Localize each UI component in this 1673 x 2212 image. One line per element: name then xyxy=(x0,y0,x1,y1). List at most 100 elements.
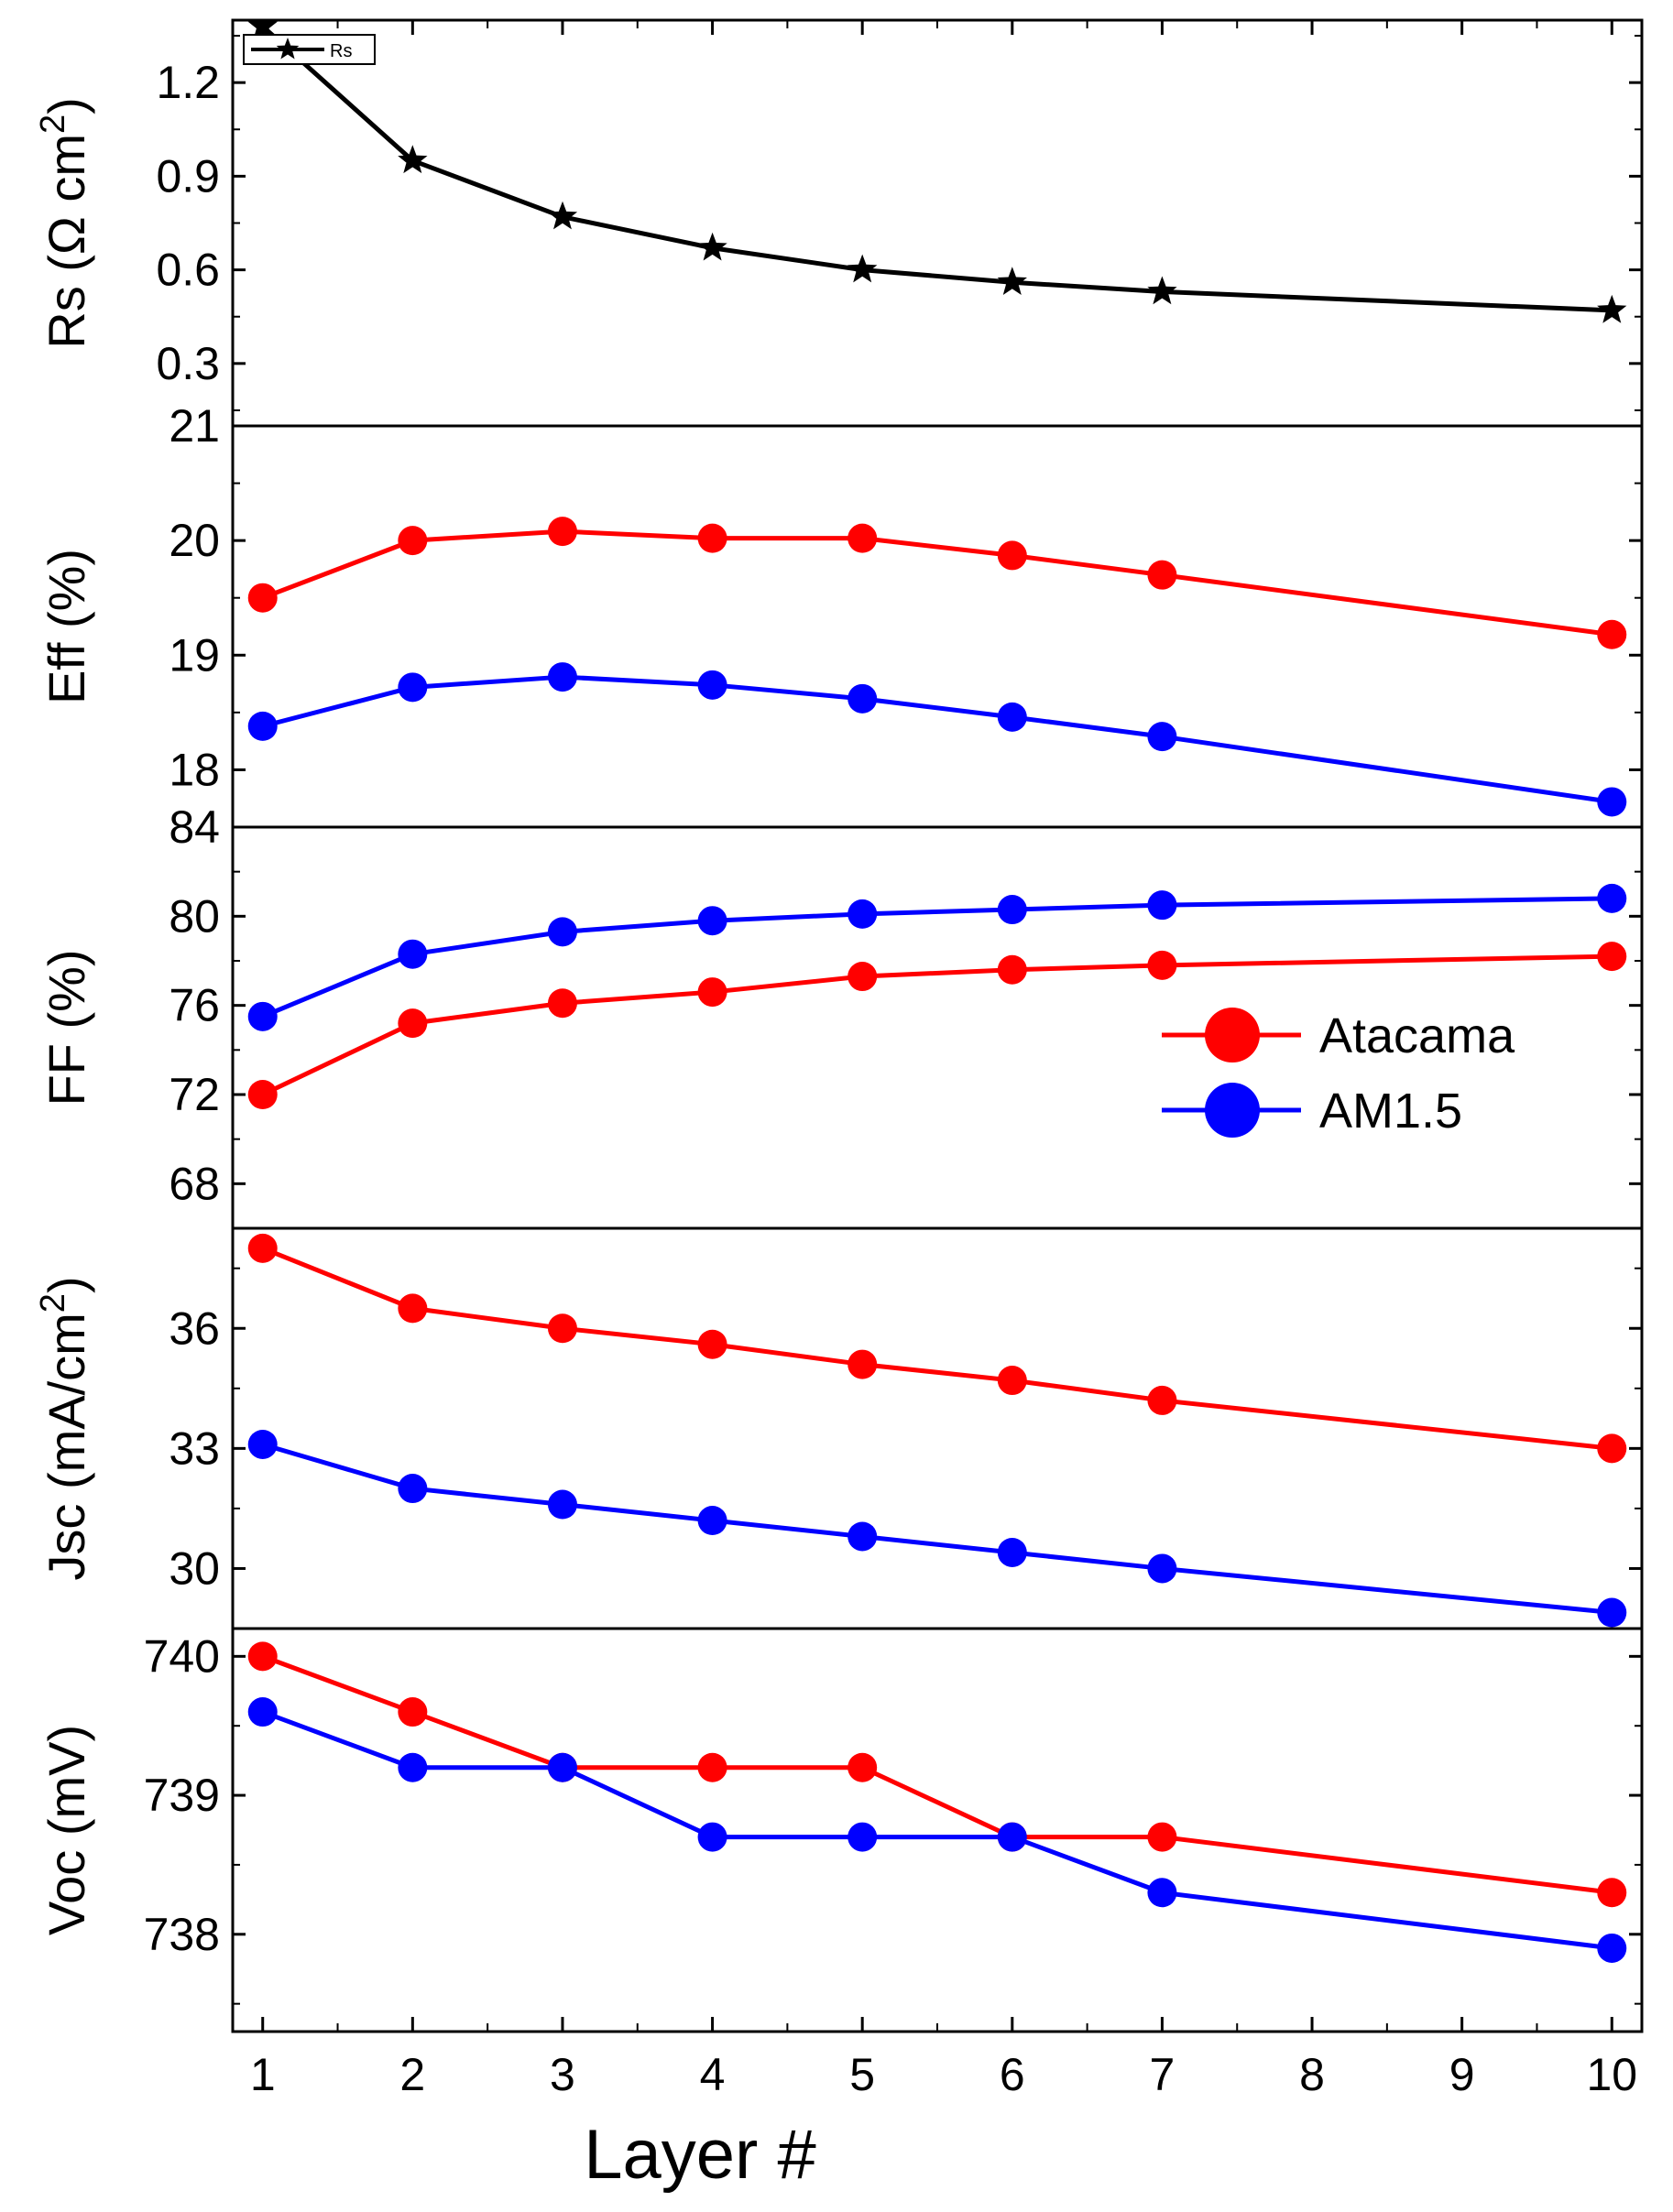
data-point-atacama xyxy=(1147,1822,1177,1852)
data-point-atacama xyxy=(697,977,727,1008)
y-tick-label: 80 xyxy=(169,890,220,942)
data-point-rs xyxy=(547,201,578,230)
rs-legend-star-marker xyxy=(276,38,300,60)
y-tick-label: 0.9 xyxy=(156,150,220,202)
series-group-rs xyxy=(247,20,1627,323)
series-group-voc xyxy=(247,1641,1627,1963)
data-point-atacama xyxy=(1147,1385,1177,1415)
panel-ff: 68 72 76 80 84 FF (%) Atacama AM1.5 xyxy=(38,801,1644,1230)
data-point-rs xyxy=(1147,276,1177,305)
data-point-am1-5 xyxy=(847,683,878,714)
data-point-am1-5 xyxy=(1597,787,1627,817)
data-point-am1-5 xyxy=(847,899,878,929)
y-tick-label: 739 xyxy=(144,1770,220,1821)
data-point-am1-5 xyxy=(847,1521,878,1552)
x-axis-title: Layer # xyxy=(584,2116,816,2194)
x-tick-label: 1 xyxy=(250,2049,276,2100)
legend-marker-am1-5 xyxy=(1205,1083,1260,1138)
data-point-atacama xyxy=(547,1313,577,1344)
data-point-am1-5 xyxy=(697,906,727,936)
y-axis-label-superscript: 2 xyxy=(34,114,72,134)
y-axis-label-superscript: 2 xyxy=(34,1293,72,1313)
y-tick-label: 1.2 xyxy=(156,57,220,108)
data-point-atacama xyxy=(398,1008,428,1039)
data-point-am1-5 xyxy=(997,702,1027,732)
data-point-atacama xyxy=(847,962,878,992)
series-group-ff xyxy=(247,883,1627,1109)
data-point-atacama xyxy=(1147,950,1177,980)
y-tick-label: 20 xyxy=(169,515,220,566)
rs-legend-label: Rs xyxy=(330,41,352,61)
data-point-atacama xyxy=(997,1366,1027,1396)
data-point-am1-5 xyxy=(697,670,727,700)
data-point-am1-5 xyxy=(547,1752,577,1782)
x-tick-label: 2 xyxy=(399,2049,425,2100)
data-point-rs xyxy=(997,267,1027,295)
panel-eff: 18 19 20 21 Eff (%) xyxy=(38,400,1644,829)
data-point-am1-5 xyxy=(398,1474,428,1504)
y-axis-label-voc: Voc (mV) xyxy=(38,1725,95,1935)
data-point-am1-5 xyxy=(1147,1878,1177,1908)
data-point-atacama xyxy=(1597,1433,1627,1464)
series-group-jsc xyxy=(247,1233,1627,1628)
y-tick-label: 738 xyxy=(144,1909,220,1960)
data-point-atacama xyxy=(1597,1878,1627,1908)
panel-jsc: 30 33 36 Jsc (mA/cm2) xyxy=(34,1226,1644,1630)
y-tick-label: 72 xyxy=(169,1069,220,1120)
x-tick-label: 5 xyxy=(849,2049,875,2100)
data-point-atacama xyxy=(847,1752,878,1782)
rs-legend: Rs xyxy=(243,34,376,65)
data-point-am1-5 xyxy=(247,711,278,741)
series-line-am1-5 xyxy=(262,674,1613,804)
y-tick-label: 68 xyxy=(169,1158,220,1209)
data-point-atacama xyxy=(398,1697,428,1727)
legend-label-am1-5: AM1.5 xyxy=(1319,1084,1462,1139)
data-point-atacama xyxy=(398,526,428,556)
data-point-atacama xyxy=(1597,619,1627,649)
y-axis-label-rs: Rs (Ω cm2) xyxy=(34,97,95,349)
data-point-am1-5 xyxy=(1147,1553,1177,1584)
data-point-am1-5 xyxy=(1597,1597,1627,1628)
legend-marker-atacama xyxy=(1205,1008,1260,1062)
data-point-am1-5 xyxy=(997,895,1027,925)
series-line-am1-5 xyxy=(262,1442,1613,1616)
y-axis-label-eff: Eff (%) xyxy=(38,549,95,704)
panel-frame-voc xyxy=(231,1627,1644,2033)
data-point-atacama xyxy=(847,1349,878,1379)
data-point-am1-5 xyxy=(247,1697,278,1727)
data-point-am1-5 xyxy=(1597,883,1627,913)
y-axis-label-text: Rs (Ω cm xyxy=(38,134,95,349)
panel-frame-eff xyxy=(231,424,1644,829)
data-point-am1-5 xyxy=(547,1489,577,1520)
x-tick-label: 9 xyxy=(1449,2049,1475,2100)
data-point-am1-5 xyxy=(247,1429,278,1459)
y-tick-label: 30 xyxy=(169,1542,220,1594)
y-axis-label-ff: FF (%) xyxy=(38,949,95,1106)
data-point-atacama xyxy=(547,988,577,1019)
legend-label-atacama: Atacama xyxy=(1319,1008,1515,1063)
y-tick-label: 84 xyxy=(169,801,220,853)
data-point-am1-5 xyxy=(697,1506,727,1536)
y-tick-label: 21 xyxy=(169,400,220,452)
data-point-am1-5 xyxy=(1147,722,1177,752)
y-axis-label-text: FF (%) xyxy=(38,949,95,1106)
data-point-atacama xyxy=(398,1293,428,1324)
data-point-am1-5 xyxy=(997,1822,1027,1852)
data-point-am1-5 xyxy=(1147,890,1177,921)
data-point-atacama xyxy=(547,517,577,547)
x-tick-label: 8 xyxy=(1299,2049,1325,2100)
series-line-am1-5 xyxy=(261,896,1613,1019)
y-tick-label: 0.3 xyxy=(156,338,220,389)
data-point-atacama xyxy=(247,1641,278,1672)
y-tick-label: 33 xyxy=(169,1422,220,1474)
series-line-rs xyxy=(261,24,1613,313)
data-point-atacama xyxy=(247,1080,278,1109)
panel-voc: 738 739 740 Voc (mV) xyxy=(38,1627,1644,2033)
data-point-am1-5 xyxy=(547,662,577,692)
data-point-am1-5 xyxy=(398,1752,428,1782)
y-tick-label: 76 xyxy=(169,980,220,1031)
y-tick-label: 0.6 xyxy=(156,245,220,296)
data-point-atacama xyxy=(847,523,878,553)
